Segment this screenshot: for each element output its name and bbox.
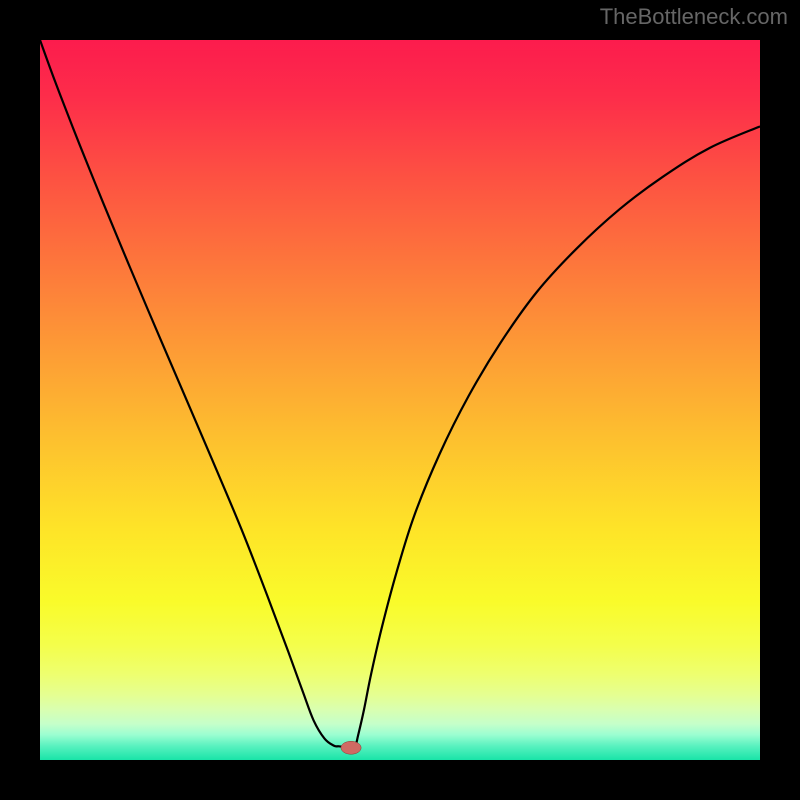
gradient-background xyxy=(40,40,760,760)
attribution-label: TheBottleneck.com xyxy=(600,4,788,30)
plot-area xyxy=(40,40,760,760)
bottleneck-chart-svg xyxy=(40,40,760,760)
optimal-point-marker xyxy=(341,741,361,754)
chart-frame: TheBottleneck.com xyxy=(0,0,800,800)
